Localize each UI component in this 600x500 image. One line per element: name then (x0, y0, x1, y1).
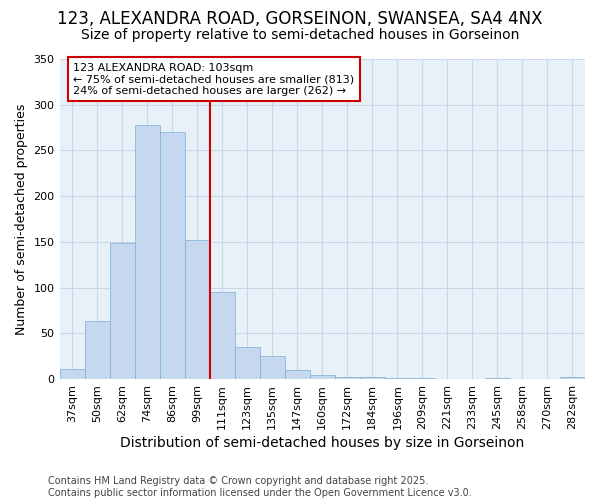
Bar (410, 378, 435, 379)
Bar (335, 377, 360, 379)
Bar (209, 292, 235, 379)
Bar (285, 370, 310, 379)
Bar (85, 320, 110, 379)
X-axis label: Distribution of semi-detached houses by size in Gorseinon: Distribution of semi-detached houses by … (120, 436, 524, 450)
Y-axis label: Number of semi-detached properties: Number of semi-detached properties (15, 104, 28, 334)
Bar (260, 356, 285, 379)
Text: Size of property relative to semi-detached houses in Gorseinon: Size of property relative to semi-detach… (81, 28, 519, 42)
Text: 123 ALEXANDRA ROAD: 103sqm
← 75% of semi-detached houses are smaller (813)
24% o: 123 ALEXANDRA ROAD: 103sqm ← 75% of semi… (73, 62, 355, 96)
Bar (110, 243, 134, 379)
Text: Contains HM Land Registry data © Crown copyright and database right 2025.
Contai: Contains HM Land Registry data © Crown c… (48, 476, 472, 498)
Bar (235, 347, 260, 379)
Bar (185, 240, 209, 379)
Bar (134, 125, 160, 379)
Bar (560, 377, 585, 379)
Bar (59, 369, 85, 379)
Bar (485, 378, 510, 379)
Bar (360, 377, 385, 379)
Bar (310, 376, 335, 379)
Text: 123, ALEXANDRA ROAD, GORSEINON, SWANSEA, SA4 4NX: 123, ALEXANDRA ROAD, GORSEINON, SWANSEA,… (57, 10, 543, 28)
Bar (385, 378, 410, 379)
Bar (160, 132, 185, 379)
